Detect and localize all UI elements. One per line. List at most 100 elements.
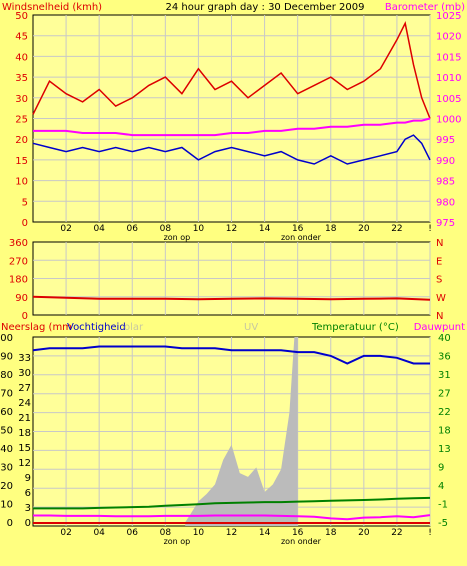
rain-tick-labels: 0 3 6 9 12 15 18 21 24 27 30 33	[18, 353, 31, 529]
direction-grid	[33, 242, 431, 315]
barometer-axis-title: Barometer (mb)	[385, 2, 465, 13]
uv-axis-title: UV	[244, 322, 258, 333]
humidity-tick-label: 100	[0, 333, 13, 344]
wind-tick-label: 20	[15, 135, 28, 146]
compass-tick-label: E	[436, 256, 442, 267]
rain-tick-label: 15	[18, 443, 31, 454]
x-tick-label: 14	[259, 528, 271, 538]
barometer-tick-label: 995	[436, 135, 455, 146]
temperature-tick-label: -5	[438, 518, 448, 529]
rain-tick-label: 6	[25, 488, 31, 499]
temperature-tick-label: 13	[438, 444, 451, 455]
barometer-tick-label: 975	[436, 218, 455, 229]
barometer-line	[33, 117, 431, 137]
rain-tick-label: 24	[18, 398, 31, 409]
rain-tick-label: 0	[25, 518, 31, 529]
x-tick-label: 22	[391, 224, 402, 234]
rain-axis-title: Neerslag (mm	[1, 322, 72, 333]
compass-tick-label: N	[436, 311, 443, 322]
wind-tick-label: 10	[15, 177, 28, 188]
barometer-tick-label: 1000	[436, 115, 461, 126]
x-tick-label: 14	[259, 224, 271, 234]
rain-tick-label: 21	[18, 413, 31, 424]
x-tick-label: 16	[292, 224, 304, 234]
direction-tick-label: 360	[9, 238, 28, 249]
humidity-tick-label: 40	[0, 444, 13, 455]
climate-x-labels: 02 04 06 08 10 12 14 16 18 20 22 ! zon op zon onder	[60, 528, 431, 546]
temperature-tick-label: 9	[438, 463, 444, 474]
wind-tick-label: 0	[22, 218, 28, 229]
rain-tick-label: 33	[18, 353, 31, 364]
temperature-tick-label: 36	[438, 352, 451, 363]
humidity-tick-label: 60	[0, 407, 13, 418]
sunset-label: zon onder	[281, 233, 322, 242]
chart-title: 24 hour graph day : 30 December 2009	[166, 2, 365, 13]
x-tick-label: 06	[127, 224, 139, 234]
humidity-tick-label: 20	[0, 481, 13, 492]
x-tick-label: 12	[226, 528, 237, 538]
temperature-tick-label: 22	[438, 407, 451, 418]
x-tick-label: 12	[226, 224, 237, 234]
rain-tick-label: 12	[18, 458, 31, 469]
direction-series	[32, 295, 431, 301]
rain-humidity-temperature-panel: 0102030405060708090100 03691215182124273…	[0, 333, 451, 546]
rain-tick-label: 3	[25, 503, 31, 514]
temperature-tick-label: 27	[438, 389, 451, 400]
humidity-tick-label: 90	[0, 352, 13, 363]
wind-gust-line	[32, 21, 431, 119]
wind-tick-label: 25	[15, 115, 28, 126]
humidity-tick-label: 10	[0, 500, 13, 511]
wind-grid	[33, 15, 431, 222]
x-tick-label: 02	[60, 224, 71, 234]
dewpoint-line	[33, 514, 431, 521]
humidity-tick-label: 0	[7, 518, 13, 529]
rain-tick-label: 27	[18, 383, 31, 394]
x-tick-label: 10	[193, 528, 205, 538]
rain-tick-label: 30	[18, 368, 31, 379]
wind-direction-line	[32, 295, 431, 301]
rain-area	[185, 337, 298, 526]
barometer-tick-labels: 975 980 985 990 995 1000 1005 1010 1015 1020 1025	[436, 11, 461, 229]
x-tick-label: 04	[93, 224, 105, 234]
wind-tick-label: 45	[15, 32, 28, 43]
barometer-tick-label: 980	[436, 197, 455, 208]
humidity-tick-label: 30	[0, 463, 13, 474]
barometer-tick-label: 1020	[436, 32, 461, 43]
climate-series	[32, 337, 431, 526]
humidity-tick-label: 80	[0, 370, 13, 381]
wind-tick-label: 40	[15, 52, 28, 63]
temperature-tick-label: 40	[438, 333, 451, 344]
x-tick-label: 20	[358, 528, 370, 538]
barometer-tick-label: 1005	[436, 94, 461, 105]
wind-tick-label: 30	[15, 94, 28, 105]
wind-x-labels: 02 04 06 08 10 12 14 16 18 20 22 ! zon op zon onder	[60, 224, 431, 242]
x-tick-label: !	[428, 528, 432, 538]
wind-tick-label: 5	[22, 197, 28, 208]
barometer-tick-label: 985	[436, 177, 455, 188]
direction-tick-label: 180	[9, 275, 28, 286]
compass-tick-label: W	[436, 293, 446, 304]
temperature-tick-label: 31	[438, 370, 451, 381]
temperature-axis-title: Temperatuur (°C)	[311, 322, 399, 333]
humidity-tick-label: 50	[0, 426, 13, 437]
x-tick-label: 08	[160, 224, 172, 234]
x-tick-label: 18	[325, 528, 337, 538]
rain-tick-label: 18	[18, 428, 31, 439]
x-tick-label: 18	[325, 224, 337, 234]
sunset-label: zon onder	[281, 537, 322, 546]
direction-tick-label: 90	[15, 293, 28, 304]
x-tick-label: 04	[93, 528, 105, 538]
barometer-tick-label: 1010	[436, 73, 461, 84]
x-tick-label: 16	[292, 528, 304, 538]
humidity-line	[32, 345, 430, 365]
temperature-tick-label: -1	[438, 500, 448, 511]
compass-tick-label: S	[436, 275, 442, 286]
x-tick-label: !	[428, 224, 432, 234]
temperature-line	[33, 496, 431, 510]
x-tick-label: 08	[160, 528, 172, 538]
x-tick-label: 02	[60, 528, 71, 538]
